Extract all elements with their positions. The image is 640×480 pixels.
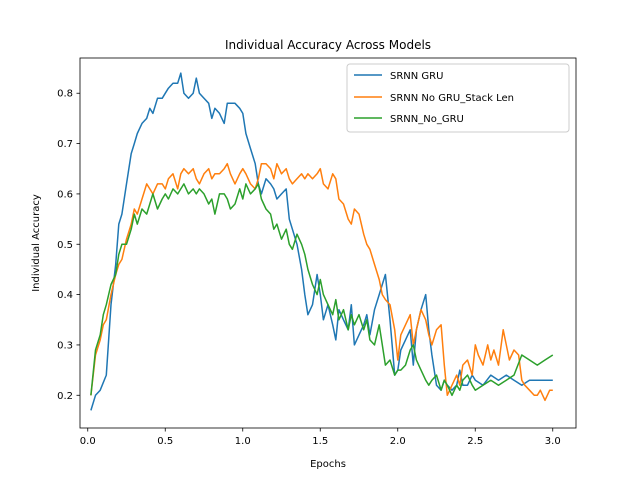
y-tick-label: 0.3 xyxy=(57,340,73,351)
x-tick-label: 2.0 xyxy=(390,436,406,447)
legend-label-srnn-gru: SRNN GRU xyxy=(390,71,443,82)
legend-label-srnn-no-gru-stack-len: SRNN No GRU_Stack Len xyxy=(390,93,514,104)
plot-frame xyxy=(79,57,577,429)
chart-title: Individual Accuracy Across Models xyxy=(225,38,431,52)
legend: SRNN GRU SRNN No GRU_Stack Len SRNN_No_G… xyxy=(346,63,570,133)
y-axis-ticks: 0.2 0.3 0.4 0.5 0.6 0.7 0.8 xyxy=(57,89,80,402)
y-tick-label: 0.6 xyxy=(57,189,73,200)
x-tick-label: 1.0 xyxy=(235,436,251,447)
y-tick-label: 0.7 xyxy=(57,139,73,150)
y-tick-label: 0.5 xyxy=(57,240,73,251)
x-tick-label: 1.5 xyxy=(312,436,328,447)
x-axis-label: Epochs xyxy=(310,459,346,470)
x-tick-label: 0.5 xyxy=(157,436,173,447)
x-tick-label: 0.0 xyxy=(80,436,96,447)
x-axis-ticks: 0.0 0.5 1.0 1.5 2.0 2.5 3.0 xyxy=(80,428,561,447)
series-line-1 xyxy=(90,162,553,402)
legend-box xyxy=(346,63,570,133)
x-tick-label: 3.0 xyxy=(545,436,561,447)
x-tick-label: 2.5 xyxy=(467,436,483,447)
series-line-2 xyxy=(90,183,554,397)
y-tick-label: 0.8 xyxy=(57,89,73,100)
legend-label-srnn-no-gru: SRNN_No_GRU xyxy=(390,114,464,125)
series-layer xyxy=(90,72,554,411)
y-axis-label: Individual Accuracy xyxy=(31,194,42,292)
y-tick-label: 0.4 xyxy=(57,290,73,301)
y-tick-label: 0.2 xyxy=(57,391,73,402)
